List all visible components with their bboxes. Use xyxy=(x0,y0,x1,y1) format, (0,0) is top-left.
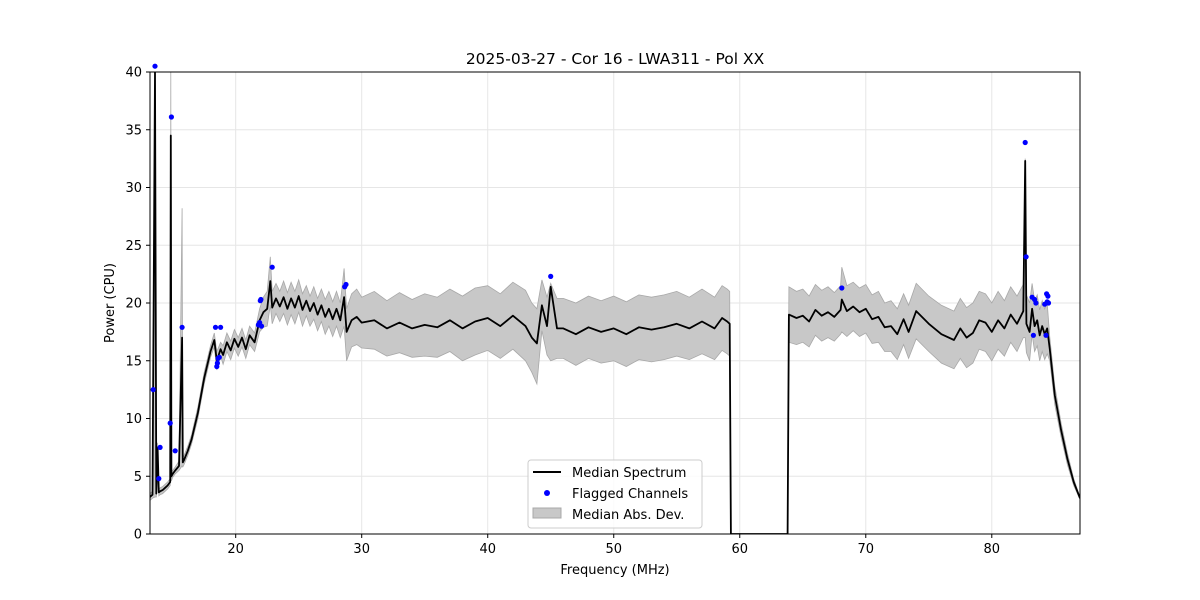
flagged-channel-point xyxy=(152,63,158,69)
flagged-channel-point xyxy=(167,420,173,426)
chart-title: 2025-03-27 - Cor 16 - LWA311 - Pol XX xyxy=(466,50,765,68)
y-tick-label: 35 xyxy=(125,123,142,138)
x-tick-label: 70 xyxy=(857,542,874,557)
x-tick-label: 40 xyxy=(479,542,496,557)
flagged-channel-point xyxy=(1023,254,1029,260)
flagged-channel-point xyxy=(1045,300,1052,306)
flagged-channel-point xyxy=(839,285,845,291)
y-tick-label: 15 xyxy=(125,354,142,369)
x-tick-label: 80 xyxy=(984,542,1001,557)
x-tick-label: 20 xyxy=(227,542,244,557)
flagged-channel-point xyxy=(179,324,185,330)
x-axis-label: Frequency (MHz) xyxy=(560,563,669,578)
flagged-channel-point xyxy=(258,296,264,303)
legend-median-label: Median Spectrum xyxy=(572,466,686,481)
x-tick-label: 30 xyxy=(353,542,370,557)
legend: Median Spectrum Flagged Channels Median … xyxy=(527,459,703,529)
y-axis-label: Power (CPU) xyxy=(103,263,118,343)
y-tick-label: 0 xyxy=(134,528,142,543)
flagged-channel-point xyxy=(157,444,163,450)
y-tick-label: 5 xyxy=(134,470,142,485)
mad-band xyxy=(150,72,1080,534)
flagged-channel-point xyxy=(1033,300,1039,306)
flagged-channel-point xyxy=(212,324,219,330)
legend-mad-label: Median Abs. Dev. xyxy=(572,508,684,523)
y-tick-label: 40 xyxy=(125,66,142,81)
legend-mad-swatch xyxy=(532,507,562,519)
flagged-channel-point xyxy=(216,354,222,360)
x-tick-label: 60 xyxy=(731,542,748,557)
y-tick-label: 30 xyxy=(125,181,142,196)
flagged-channel-point xyxy=(168,114,174,120)
flagged-channel-point xyxy=(548,273,554,279)
flagged-channel-point xyxy=(156,476,162,482)
y-tick-label: 20 xyxy=(125,297,142,312)
mad-band-layer xyxy=(150,72,1080,534)
flagged-channel-point xyxy=(150,387,156,393)
legend-box xyxy=(527,459,703,529)
flagged-channel-point xyxy=(214,360,220,366)
y-axis-ticks: 0 5 10 15 20 25 30 35 40 xyxy=(125,66,150,543)
y-tick-label: 25 xyxy=(125,239,142,254)
legend-flagged-swatch xyxy=(544,490,550,496)
flagged-channel-point xyxy=(343,281,349,288)
flagged-channel-point xyxy=(258,323,265,329)
flagged-channel-point xyxy=(269,264,275,270)
flagged-channel-point xyxy=(1030,332,1036,338)
flagged-channel-point xyxy=(1043,332,1049,338)
flagged-channel-point xyxy=(1022,139,1028,146)
flagged-channel-point xyxy=(1045,293,1051,299)
flagged-points-layer xyxy=(150,63,1052,482)
flagged-channel-point xyxy=(218,324,224,330)
x-axis-ticks: 20 30 40 50 60 70 80 xyxy=(227,534,1000,557)
y-tick-label: 10 xyxy=(125,412,142,427)
x-tick-label: 50 xyxy=(605,542,622,557)
flagged-channel-point xyxy=(172,448,178,454)
legend-flagged-label: Flagged Channels xyxy=(572,487,688,502)
